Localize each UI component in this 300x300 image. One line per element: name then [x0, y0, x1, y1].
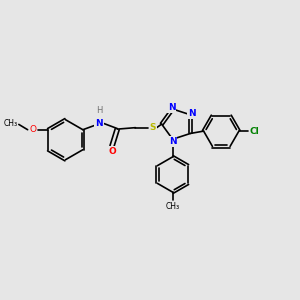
Text: S: S	[149, 123, 156, 132]
Text: CH₃: CH₃	[166, 202, 180, 211]
Text: CH₃: CH₃	[3, 119, 17, 128]
Text: N: N	[169, 137, 176, 146]
Text: O: O	[108, 147, 116, 156]
Text: N: N	[188, 109, 195, 118]
Text: N: N	[95, 119, 103, 128]
Text: O: O	[29, 125, 36, 134]
Text: N: N	[168, 103, 175, 112]
Text: H: H	[96, 106, 102, 115]
Text: Cl: Cl	[249, 127, 259, 136]
